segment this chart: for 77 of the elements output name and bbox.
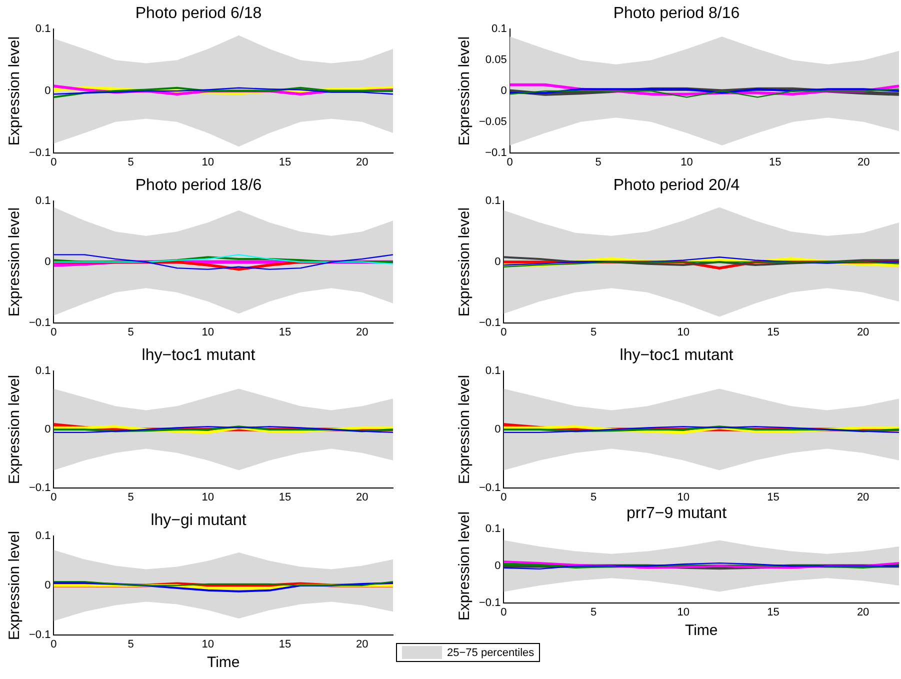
y-tick-label: 0 [494,424,501,436]
x-tick-label: 5 [128,638,134,650]
x-tick-label: 5 [128,326,134,338]
chart-title: Photo period 18/6 [135,177,262,194]
x-tick-label: 15 [769,156,782,168]
y-tick-label: 0.1 [492,23,507,36]
chart-title: prr7−9 mutant [626,505,728,522]
y-axis-title: Expression level [456,374,474,484]
x-tick-label: 15 [767,491,780,504]
y-tick-label: −0.05 [478,116,507,128]
x-tick-label: 20 [857,156,870,168]
y-tick-label: 0.1 [35,530,51,542]
y-axis-title: Expression level [6,530,24,640]
y-tick-label: −0.1 [28,316,51,329]
chart-title: Photo period 8/16 [613,5,740,22]
x-tick-label: 15 [278,638,292,650]
y-tick-label: −0.1 [28,628,51,641]
y-tick-label: 0 [494,560,501,572]
x-tick-label: 15 [767,606,780,618]
y-tick-label: 0 [44,580,51,592]
y-tick-label: 0 [44,85,51,98]
x-tick-label: 15 [278,326,292,338]
x-tick-label: 20 [856,326,870,338]
x-tick-label: 5 [128,491,134,504]
chart-title: lhy−toc1 mutant [620,347,734,364]
x-tick-label: 5 [590,326,597,338]
y-axis-title: Expression level [456,511,474,621]
y-tick-label: 0.1 [485,195,501,208]
x-tick-label: 15 [278,491,292,504]
x-axis-title: Time [684,622,718,640]
x-tick-label: 20 [856,606,870,618]
x-tick-label: 10 [677,491,690,504]
y-axis-title: Expression level [456,207,474,317]
x-tick-label: 5 [590,491,597,504]
chart-title: lhy−toc1 mutant [142,347,256,364]
y-tick-label: −0.1 [478,482,501,494]
y-axis-title: Expression level [456,36,474,146]
x-tick-label: 10 [202,156,214,168]
y-tick-label: −0.1 [28,482,51,494]
x-tick-label: 15 [278,156,292,168]
x-tick-label: 10 [677,606,690,618]
x-tick-label: 10 [202,491,214,504]
x-tick-label: 5 [595,156,602,168]
x-tick-label: 20 [356,491,368,504]
x-axis-title: Time [206,654,240,672]
y-tick-label: −0.1 [28,146,51,159]
y-tick-label: 0.1 [35,195,51,208]
y-tick-label: 0 [44,256,51,268]
chart-title: lhy−gi mutant [150,512,247,530]
legend-label: 25−75 percentiles [447,646,534,658]
x-tick-label: 10 [677,326,690,338]
x-tick-label: 20 [856,491,870,504]
y-tick-label: 0.1 [35,23,51,36]
y-axis-title: Expression level [6,36,24,146]
y-tick-label: −0.1 [478,596,501,609]
chart-title: Photo period 20/4 [613,177,740,194]
y-tick-label: 0 [494,256,501,268]
y-axis-title: Expression level [6,207,24,317]
x-tick-label: 20 [356,326,368,338]
y-tick-label: 0 [44,424,51,436]
x-tick-label: 5 [128,156,134,168]
x-tick-label: 10 [202,638,214,650]
x-tick-label: 10 [680,156,693,168]
y-tick-label: 0.1 [485,523,501,536]
y-tick-label: 0.05 [485,54,507,66]
x-tick-label: 10 [202,326,214,338]
y-tick-label: 0.1 [35,365,51,378]
y-tick-label: 0 [500,85,507,98]
x-tick-label: 15 [767,326,780,338]
x-tick-label: 20 [356,156,368,168]
y-tick-label: 0.1 [485,365,501,378]
x-tick-label: 20 [356,638,368,650]
x-tick-label: 5 [590,606,597,618]
chart-title: Photo period 6/18 [135,5,262,22]
y-axis-title: Expression level [6,374,24,484]
y-tick-label: −0.1 [478,316,501,329]
y-tick-label: −0.1 [485,146,507,159]
